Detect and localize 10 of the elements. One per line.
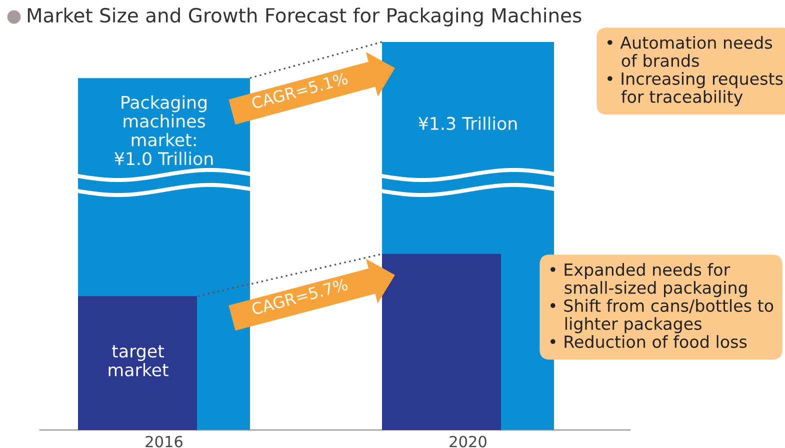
bar <box>78 296 197 430</box>
annotation: target market <box>108 345 168 376</box>
chart-title: Market Size and Growth Forecast for Packaging Machines <box>28 8 582 26</box>
annotation: Packaging machines market: ¥1.0 Trillion <box>114 95 213 166</box>
annotation: ¥1.3 Trillion <box>418 116 517 130</box>
annotation: • Automation needs of brands • Increasing requests for traceability <box>607 36 783 106</box>
x-tick-label: 2016 <box>146 436 182 448</box>
annotation: • Expanded needs for small-sized packaging • Shift from cans/bottles to lighter packages • Reduction of food loss <box>550 263 774 348</box>
x-tick-label: 2020 <box>450 436 486 448</box>
bar <box>382 254 501 430</box>
